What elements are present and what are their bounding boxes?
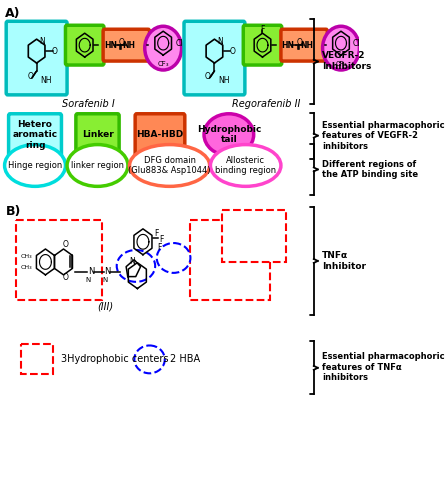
FancyBboxPatch shape [103,29,150,61]
Text: 2 HBA: 2 HBA [169,354,200,364]
Text: Cl: Cl [353,38,360,48]
FancyBboxPatch shape [184,22,245,95]
Text: N: N [39,37,45,46]
Text: 3Hydrophobic centers: 3Hydrophobic centers [61,354,169,364]
Text: B): B) [5,205,21,218]
Bar [190,220,270,300]
Text: O: O [205,72,211,82]
FancyBboxPatch shape [243,26,282,65]
Text: N: N [104,267,110,276]
Ellipse shape [157,243,190,273]
Ellipse shape [130,144,210,186]
Text: N: N [129,257,135,266]
Text: (III): (III) [97,302,114,312]
Text: Linker: Linker [82,130,114,139]
Text: Essential pharmacophoric
features of VEGFR-2
inhibitors: Essential pharmacophoric features of VEG… [322,120,444,150]
Ellipse shape [135,346,165,374]
Text: N: N [88,267,94,276]
Ellipse shape [67,144,128,186]
Text: NH: NH [300,40,313,50]
Text: CH₃: CH₃ [21,265,32,270]
Text: TNFα
Inhibitor: TNFα Inhibitor [322,251,366,270]
Text: CH₃: CH₃ [21,254,32,259]
Ellipse shape [145,26,181,70]
Text: CF₃: CF₃ [335,61,347,67]
Text: O: O [27,72,33,82]
Text: NH: NH [219,76,230,86]
Text: NH: NH [41,76,52,86]
Text: O: O [62,240,68,248]
Text: O: O [52,46,58,56]
Ellipse shape [117,250,155,282]
FancyBboxPatch shape [8,114,61,156]
Text: DFG domain
(Glu883& Asp1044): DFG domain (Glu883& Asp1044) [128,156,211,175]
Text: F: F [159,236,164,244]
Ellipse shape [204,114,254,156]
Text: HBA-HBD: HBA-HBD [136,130,184,139]
Text: O: O [296,38,302,46]
Text: O: O [230,46,236,56]
Text: NH: NH [122,40,135,50]
Text: Hetero
aromatic
ring: Hetero aromatic ring [13,120,58,150]
Bar [16,220,102,300]
FancyBboxPatch shape [6,22,67,95]
Text: O: O [63,274,69,282]
Text: linker region: linker region [71,161,124,170]
Text: HN: HN [104,40,117,50]
Text: N: N [217,37,223,46]
Text: F: F [154,230,159,238]
Text: VEGFR-2
Inhibitors: VEGFR-2 Inhibitors [322,52,371,71]
FancyBboxPatch shape [76,114,119,156]
Ellipse shape [323,26,359,70]
Text: Allosteric
binding region: Allosteric binding region [215,156,276,175]
Text: Regorafenib II: Regorafenib II [232,99,300,109]
Text: F: F [158,244,162,252]
Text: N: N [86,276,91,282]
FancyBboxPatch shape [65,26,104,65]
Text: Cl: Cl [175,38,183,48]
Text: Hydrophobic
tail: Hydrophobic tail [197,125,261,144]
Text: Essential pharmacophoric
features of TNFα
inhibitors: Essential pharmacophoric features of TNF… [322,352,444,382]
Bar [21,344,54,374]
Text: F: F [260,24,265,34]
Bar [222,210,286,262]
FancyBboxPatch shape [281,29,327,61]
Text: O: O [118,38,124,46]
Text: HN: HN [282,40,295,50]
Text: Different regions of
the ATP binding site: Different regions of the ATP binding sit… [322,160,418,179]
Text: A): A) [5,8,21,20]
Ellipse shape [4,144,65,186]
Text: Hinge region: Hinge region [8,161,62,170]
Text: Sorafenib I: Sorafenib I [62,99,114,109]
FancyBboxPatch shape [135,114,185,156]
Ellipse shape [211,144,281,186]
Text: N: N [102,276,107,282]
Text: CF₃: CF₃ [157,61,169,67]
